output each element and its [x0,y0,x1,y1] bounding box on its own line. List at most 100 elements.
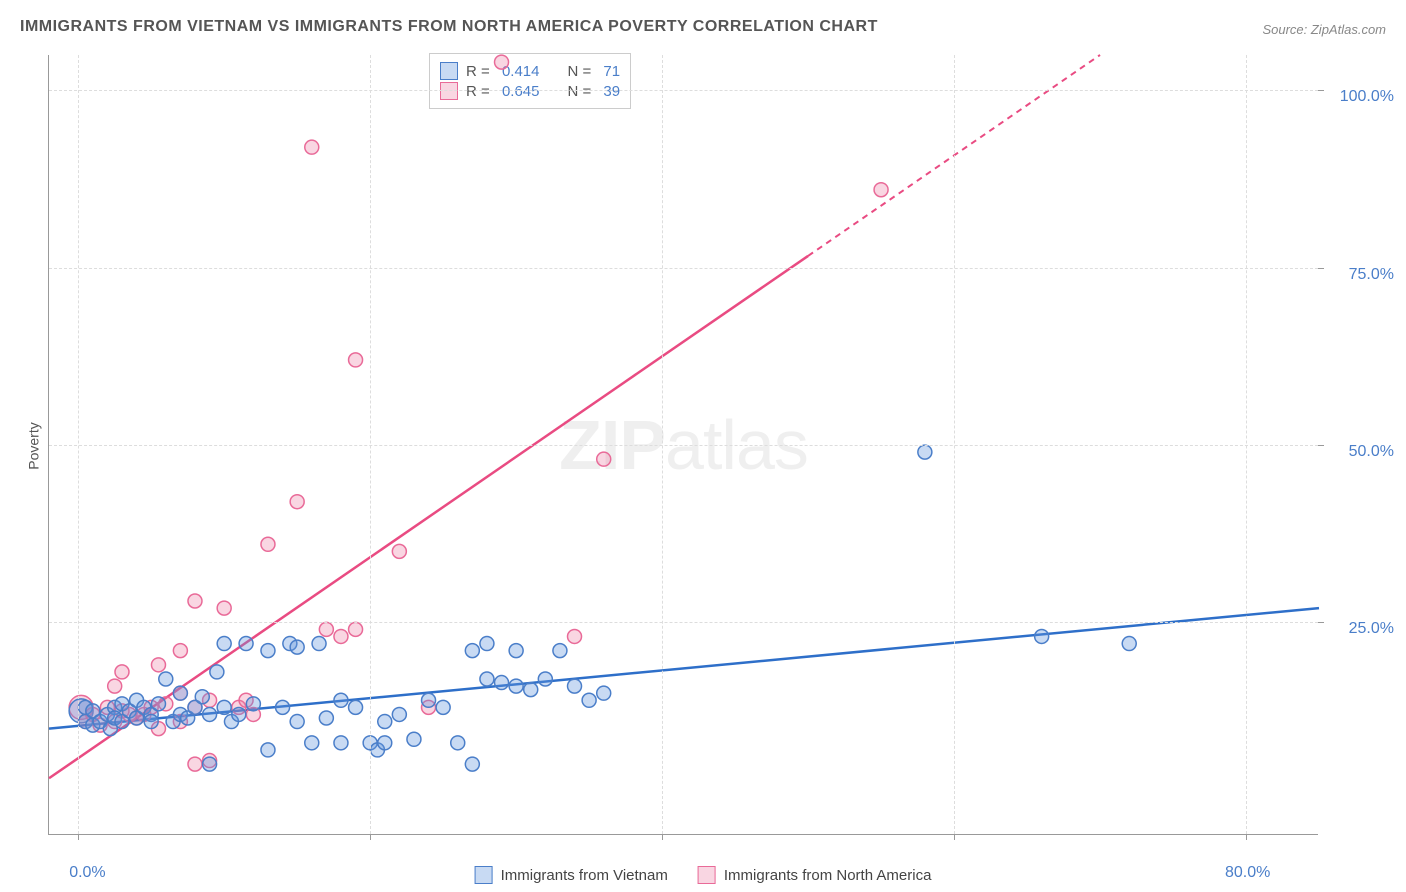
data-point [151,658,165,672]
data-point [261,743,275,757]
x-tick-label: 80.0% [1225,864,1270,882]
data-point [392,707,406,721]
y-tick [1318,90,1324,91]
data-point [159,672,173,686]
data-point [217,601,231,615]
data-point [597,452,611,466]
gridline-v [1246,55,1247,834]
x-tick [1246,834,1247,840]
legend-label: Immigrants from Vietnam [501,867,668,884]
x-tick [662,834,663,840]
y-tick-label: 75.0% [1349,266,1394,284]
data-point [305,736,319,750]
x-tick [370,834,371,840]
data-point [422,693,436,707]
data-point [239,637,253,651]
x-tick [78,834,79,840]
data-point [480,637,494,651]
gridline-v [954,55,955,834]
x-tick-label: 0.0% [69,864,105,882]
data-point [246,697,260,711]
data-point [290,715,304,729]
source-attribution: Source: ZipAtlas.com [1262,22,1386,37]
data-point [378,736,392,750]
data-point [1035,629,1049,643]
data-point [217,700,231,714]
data-point [261,537,275,551]
data-point [392,544,406,558]
data-point [334,693,348,707]
y-axis-label: Poverty [26,422,42,469]
x-tick [954,834,955,840]
gridline-v [370,55,371,834]
data-point [451,736,465,750]
legend-item-north-america: Immigrants from North America [698,866,932,884]
data-point [349,622,363,636]
data-point [553,644,567,658]
gridline-h [49,268,1318,269]
data-point [349,700,363,714]
y-tick [1318,445,1324,446]
gridline-h [49,622,1318,623]
data-point [378,715,392,729]
data-point [334,736,348,750]
swatch-blue [475,866,493,884]
gridline-v [78,55,79,834]
gridline-h [49,90,1318,91]
data-point [188,757,202,771]
data-point [217,637,231,651]
data-point [465,644,479,658]
data-point [115,665,129,679]
data-point [509,644,523,658]
swatch-pink [698,866,716,884]
data-point [874,183,888,197]
data-point [319,711,333,725]
data-point [495,55,509,69]
data-point [173,644,187,658]
data-point [144,715,158,729]
data-point [188,594,202,608]
y-tick-label: 25.0% [1349,620,1394,638]
data-point [290,640,304,654]
data-point [334,629,348,643]
data-point [465,757,479,771]
data-point [568,629,582,643]
y-tick [1318,622,1324,623]
data-point [108,679,122,693]
data-point [305,140,319,154]
data-point [524,683,538,697]
data-point [918,445,932,459]
legend-label: Immigrants from North America [724,867,932,884]
data-point [312,637,326,651]
data-point [290,495,304,509]
data-point [1122,637,1136,651]
series-legend: Immigrants from Vietnam Immigrants from … [475,866,932,884]
gridline-v [662,55,663,834]
data-point [195,690,209,704]
data-point [582,693,596,707]
data-point [538,672,552,686]
data-point [495,676,509,690]
y-tick-label: 100.0% [1340,88,1394,106]
chart-title: IMMIGRANTS FROM VIETNAM VS IMMIGRANTS FR… [20,18,878,36]
data-point [407,732,421,746]
plot-area: ZIPatlas R = 0.414 N = 71 R = 0.645 N = … [48,55,1318,835]
data-point [276,700,290,714]
y-tick-label: 50.0% [1349,443,1394,461]
data-point [210,665,224,679]
data-point [173,686,187,700]
legend-item-vietnam: Immigrants from Vietnam [475,866,668,884]
data-point [232,707,246,721]
data-point [203,757,217,771]
data-point [568,679,582,693]
data-point [436,700,450,714]
data-point [349,353,363,367]
data-point [480,672,494,686]
data-point [151,697,165,711]
data-point [597,686,611,700]
data-point [509,679,523,693]
y-tick [1318,268,1324,269]
data-point [203,707,217,721]
data-point [261,644,275,658]
data-point [319,622,333,636]
